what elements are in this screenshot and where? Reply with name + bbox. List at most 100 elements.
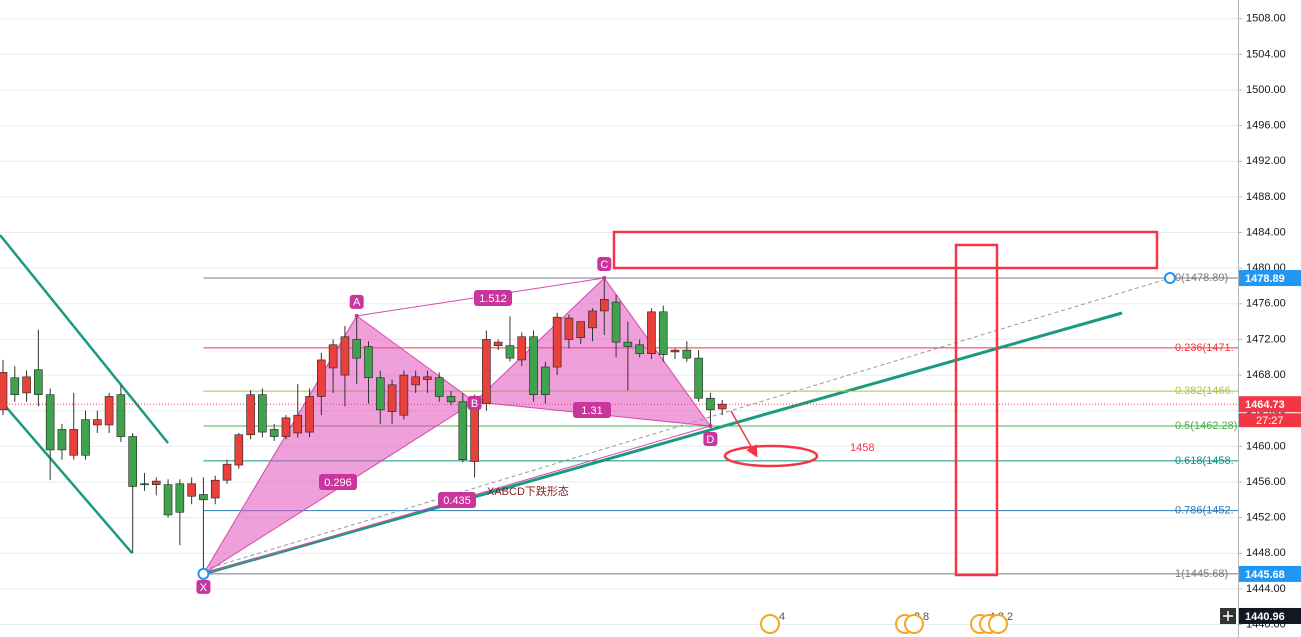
candle-body <box>576 321 586 338</box>
anchor-handle <box>197 567 210 580</box>
candle-body <box>34 369 43 395</box>
point-label: X <box>200 582 208 594</box>
event-label: 8 <box>923 611 929 623</box>
price-tag-label: 1464.73 <box>1245 399 1285 411</box>
candle-body <box>10 377 20 395</box>
ratio-box <box>438 492 476 508</box>
trendline <box>0 399 133 554</box>
candle-body <box>493 341 503 346</box>
y-tick-label: 1468.00 <box>1246 369 1286 381</box>
candle-body <box>269 429 279 437</box>
fib-level-label: 0.382(1466. <box>1175 385 1234 397</box>
point-box <box>597 257 612 272</box>
candle-body <box>81 419 90 456</box>
candle-body <box>187 483 196 497</box>
ratio-label: 1.31 <box>581 405 602 417</box>
candle-body <box>694 357 703 399</box>
y-tick-label: 1496.00 <box>1246 120 1286 132</box>
candle-body <box>423 376 432 380</box>
candle-body <box>163 484 173 516</box>
y-tick-label: 1476.00 <box>1246 298 1286 310</box>
candle-body <box>458 401 468 461</box>
ratio-box <box>474 290 512 306</box>
countdown-label: 27:27 <box>1256 415 1284 427</box>
candle-body <box>564 317 574 340</box>
candle-body <box>258 394 267 433</box>
event-icon <box>904 614 924 634</box>
event-icon <box>988 614 1008 634</box>
y-tick-label: 1444.00 <box>1246 583 1286 595</box>
ratio-box <box>319 474 357 490</box>
candle-body <box>317 359 326 397</box>
point-box <box>467 395 482 410</box>
candle-body <box>364 346 373 379</box>
candle-body <box>658 311 668 355</box>
candle-body <box>151 480 161 485</box>
candle-body <box>529 336 538 395</box>
y-tick-label: 1448.00 <box>1246 547 1286 559</box>
candle-body <box>0 372 8 411</box>
candle-body <box>57 429 67 451</box>
fib-level-label: 1(1445.68) <box>1175 568 1228 580</box>
candle-body <box>45 394 55 451</box>
point-label: D <box>706 434 714 446</box>
y-tick-label: 1484.00 <box>1246 226 1286 238</box>
candle-body <box>517 336 527 361</box>
candle-body <box>234 434 244 466</box>
candle-body <box>670 349 680 353</box>
point-box <box>349 294 364 309</box>
y-tick-label: 1452.00 <box>1246 512 1286 524</box>
candle-body <box>635 344 644 354</box>
candle-body <box>611 301 621 343</box>
candle-body <box>222 463 232 481</box>
candle-body <box>93 419 102 426</box>
target-arrow <box>730 410 758 458</box>
price-tag <box>1239 565 1301 582</box>
event-label: 2 <box>1007 611 1013 623</box>
event-icon <box>760 614 780 634</box>
y-tick-label: 1508.00 <box>1246 13 1286 25</box>
fib-level-label: 0.236(1471. <box>1175 342 1234 354</box>
candle-body <box>340 336 350 376</box>
candle-body <box>411 376 420 386</box>
candle-body <box>588 310 597 329</box>
candle-body <box>104 396 114 426</box>
y-tick-label: 1500.00 <box>1246 84 1286 96</box>
fib-level-label: 0.5(1462.28) <box>1175 420 1237 432</box>
candle-body <box>293 414 303 434</box>
point-box <box>703 432 718 447</box>
projection-line <box>203 277 1171 571</box>
y-tick-label: 1488.00 <box>1246 191 1286 203</box>
candle-body <box>305 396 314 433</box>
target-label: 1458 <box>850 442 874 454</box>
candle-body <box>505 345 515 359</box>
point-label: C <box>600 259 608 271</box>
target-ellipse <box>723 444 819 468</box>
pattern-point <box>602 276 607 281</box>
price-tag <box>1239 396 1301 413</box>
candle-body <box>328 344 338 369</box>
candle-body <box>647 311 656 354</box>
point-label: B <box>471 398 478 410</box>
ratio-label: 0.296 <box>324 477 352 489</box>
crosshair-icon <box>1223 611 1233 621</box>
candle-body <box>128 436 137 487</box>
price-tag-label: 1440.96 <box>1245 611 1285 623</box>
pattern-point <box>708 424 713 429</box>
ratio-box <box>573 402 611 418</box>
candle-body <box>706 397 715 411</box>
fib-level-label: 0.618(1458. <box>1175 455 1234 467</box>
trendline <box>0 234 169 444</box>
candle-body <box>69 429 79 456</box>
countdown-box <box>1239 413 1301 428</box>
candle-body <box>375 377 385 411</box>
candle-body <box>387 384 397 412</box>
pattern-name: XABCD下跌形态 <box>487 484 569 498</box>
candle-body <box>140 483 149 486</box>
price-tag-label: 1445.68 <box>1245 569 1285 581</box>
event-label: 4 <box>779 611 785 623</box>
candle-body <box>210 479 220 499</box>
pattern-point <box>354 313 359 318</box>
candle-body <box>281 417 291 437</box>
